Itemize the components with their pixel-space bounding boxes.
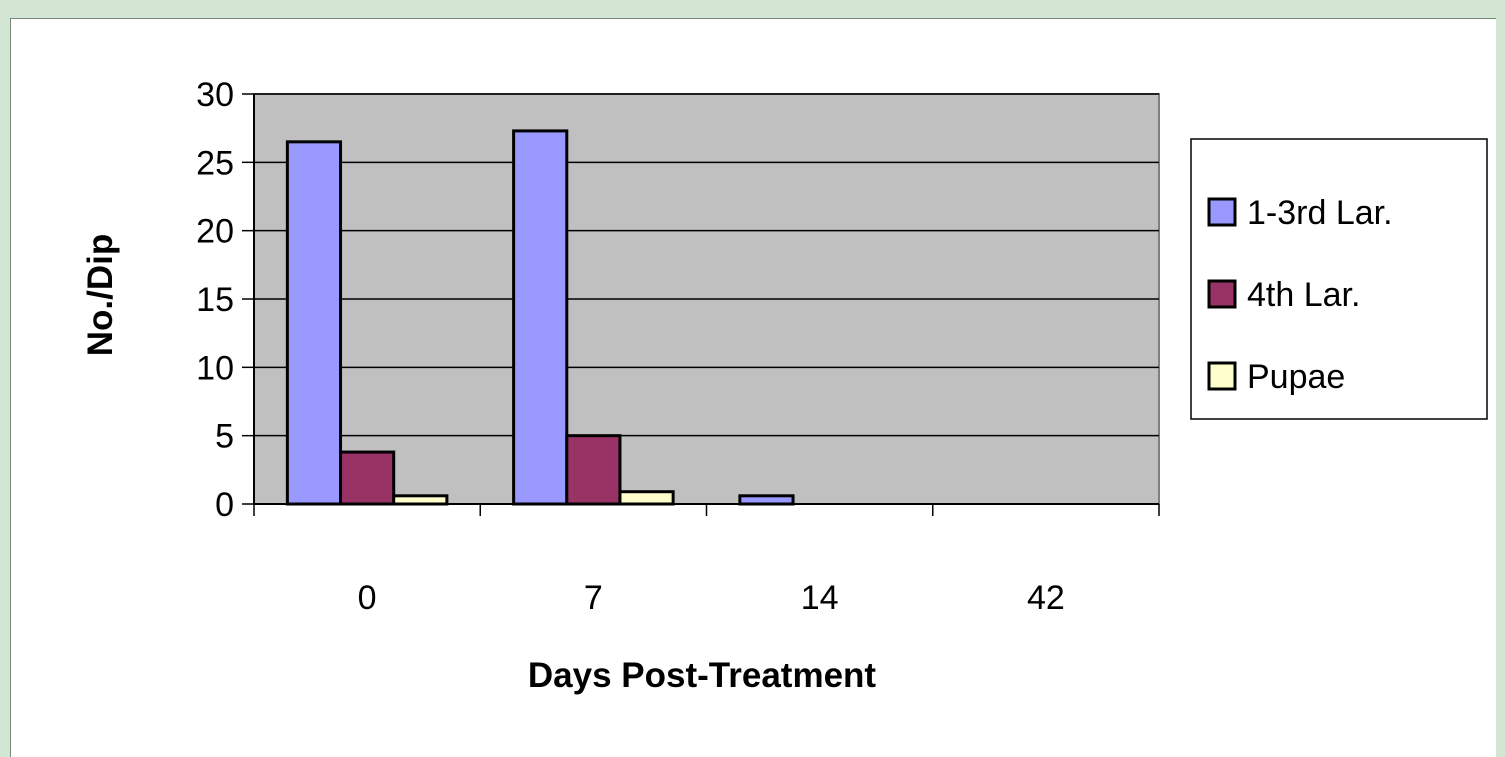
legend: 1-3rd Lar. 4th Lar. Pupae <box>1190 138 1488 420</box>
y-tick-label: 5 <box>215 418 234 456</box>
bar <box>565 434 622 506</box>
legend-swatch <box>1207 361 1237 391</box>
bar-chart: 0 5 10 15 20 25 30 0 7 14 42 No./Dip Days Post-Tr… <box>81 76 1488 695</box>
x-tick-label: 14 <box>801 579 839 617</box>
legend-label: Pupae <box>1247 358 1345 396</box>
gridlines <box>254 93 1159 437</box>
x-tick-labels: 0 7 14 42 <box>358 579 1065 617</box>
bar <box>339 450 396 506</box>
x-tick-label: 7 <box>584 579 603 617</box>
bar <box>285 140 343 506</box>
slide-frame: 0 5 10 15 20 25 30 0 7 14 42 No./Dip Days Post-Tr… <box>10 18 1496 757</box>
bar <box>738 494 795 506</box>
y-tick-label: 30 <box>196 76 234 114</box>
bar <box>392 494 449 506</box>
y-tick-label: 0 <box>215 486 234 524</box>
legend-items: 1-3rd Lar. 4th Lar. Pupae <box>1207 194 1393 396</box>
y-tick-label: 15 <box>196 281 234 319</box>
y-tick-label: 20 <box>196 213 234 251</box>
y-tick-label: 25 <box>196 144 234 182</box>
x-tick-label: 0 <box>358 579 377 617</box>
legend-label: 1-3rd Lar. <box>1247 194 1393 232</box>
legend-swatch <box>1207 197 1237 227</box>
legend-swatch <box>1207 279 1237 309</box>
legend-label: 4th Lar. <box>1247 276 1360 314</box>
legend-box <box>1190 138 1488 420</box>
bars <box>285 129 795 506</box>
y-tick-labels: 0 5 10 15 20 25 30 <box>196 76 234 524</box>
bar <box>512 129 569 506</box>
x-tick-label: 42 <box>1027 579 1065 617</box>
y-tick-label: 10 <box>196 349 234 387</box>
x-axis-title: Days Post-Treatment <box>528 656 877 695</box>
axes <box>242 93 1160 516</box>
bar <box>618 490 675 506</box>
y-axis-title: No./Dip <box>81 234 120 356</box>
